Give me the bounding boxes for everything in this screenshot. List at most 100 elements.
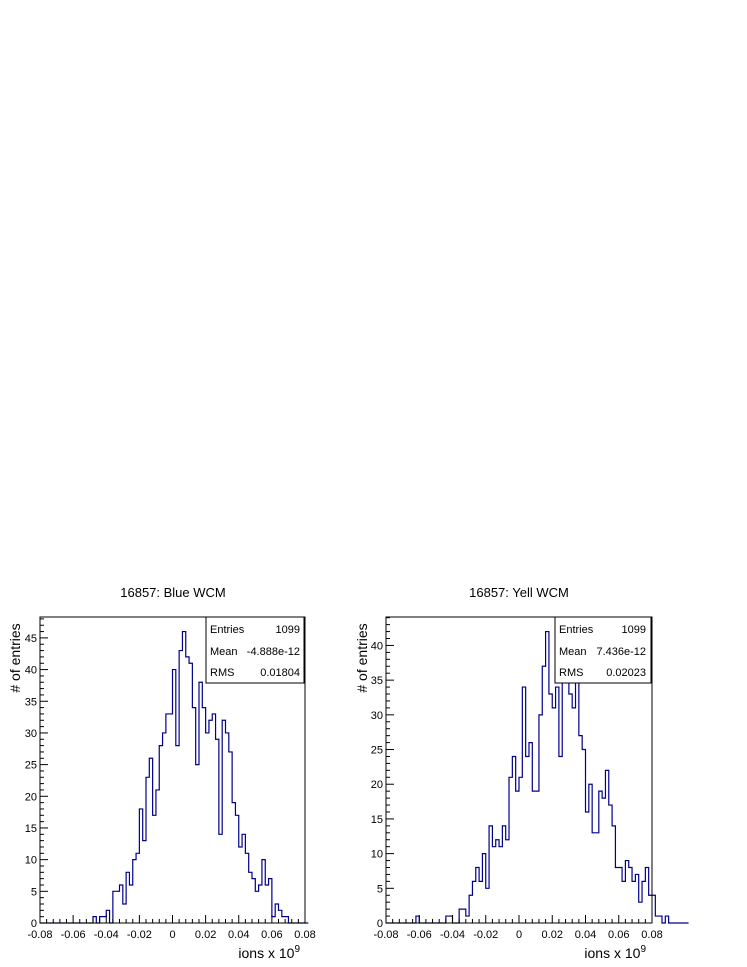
histogram-bin — [166, 714, 169, 923]
histogram-bin — [219, 834, 222, 923]
y-tick-label: 0 — [377, 918, 383, 930]
y-tick-label: 20 — [25, 791, 37, 803]
stats-rms-label: RMS — [210, 667, 234, 679]
x-tick-label: 0 — [516, 929, 522, 941]
x-tick-label: -0.06 — [61, 929, 86, 941]
histogram-bin — [239, 847, 242, 923]
y-tick-label: 5 — [377, 883, 383, 895]
histogram-bin — [615, 867, 618, 923]
histogram-bin — [143, 841, 146, 923]
histogram-bin — [163, 733, 166, 923]
stats-entries-value: 1099 — [276, 624, 300, 636]
x-axis-label: ions x 109 — [584, 944, 646, 961]
x-tick-label: -0.08 — [373, 929, 398, 941]
x-tick-label: 0.06 — [261, 929, 282, 941]
stats-box: Entries 1099 Mean -4.888e-12 RMS 0.01804 — [205, 616, 305, 684]
histogram-bin — [592, 833, 595, 923]
y-tick-label: 10 — [25, 855, 37, 867]
stats-entries-label: Entries — [559, 624, 594, 636]
histogram-bin — [536, 791, 539, 923]
y-tick-label: 15 — [371, 814, 383, 826]
blue-wcm-histogram: 16857: Blue WCM -0.08 -0.06 -0.04 -0.02 0 0.0… — [7, 585, 316, 961]
histogram-bin — [176, 746, 179, 923]
stats-mean-value: -4.888e-12 — [247, 646, 300, 658]
histogram-outline — [40, 630, 309, 924]
stats-mean-label: Mean — [210, 646, 238, 658]
histogram-bin — [232, 803, 235, 923]
histogram-bin — [129, 885, 132, 923]
y-tick-label: 45 — [25, 633, 37, 645]
x-tick-label: -0.06 — [407, 929, 432, 941]
x-tick-label: 0.02 — [542, 929, 563, 941]
y-tick-label: 0 — [31, 918, 37, 930]
histogram-bin — [549, 694, 552, 923]
histogram-bin — [572, 708, 575, 923]
x-tick-label: 0.08 — [294, 929, 315, 941]
histogram-bin — [516, 791, 519, 923]
x-tick-label: 0.04 — [575, 929, 596, 941]
histogram-bin — [526, 756, 529, 923]
histogram-bin — [506, 840, 509, 923]
x-tick-label: 0.02 — [195, 929, 216, 941]
x-tick-label: -0.02 — [473, 929, 498, 941]
x-tick-label: -0.02 — [127, 929, 152, 941]
histogram-bin — [655, 916, 658, 923]
stats-mean-label: Mean — [559, 646, 587, 658]
histogram-bin — [595, 833, 598, 923]
y-tick-label: 5 — [31, 886, 37, 898]
histogram-bin — [209, 720, 212, 923]
histogram-bin — [479, 881, 482, 923]
y-tick-label: 35 — [25, 696, 37, 708]
histogram-bin — [579, 736, 582, 923]
histogram-bin — [492, 847, 495, 923]
y-tick-label: 20 — [371, 779, 383, 791]
stats-mean-value: 7.436e-12 — [596, 646, 646, 658]
x-tick-label: -0.08 — [27, 929, 52, 941]
histogram-bin — [586, 812, 589, 923]
histogram-bin — [632, 881, 635, 923]
stats-rms-value: 0.02023 — [606, 667, 646, 679]
histogram-bin — [206, 733, 209, 923]
y-tick-label: 15 — [25, 823, 37, 835]
y-tick-label: 40 — [371, 640, 383, 652]
x-tick-label: 0.04 — [228, 929, 249, 941]
histogram-bin — [499, 847, 502, 923]
y-tick-label: 10 — [371, 849, 383, 861]
histogram-bin — [566, 680, 569, 923]
histogram-bin — [559, 756, 562, 923]
y-axis-label: # of entries — [354, 623, 370, 692]
stats-entries-value: 1099 — [622, 624, 646, 636]
x-axis-label: ions x 109 — [238, 944, 300, 961]
histogram-bin — [602, 798, 605, 923]
stats-box: Entries 1099 Mean 7.436e-12 RMS 0.02023 — [554, 616, 652, 684]
chart-title: 16857: Blue WCM — [120, 585, 226, 600]
chart-title: 16857: Yell WCM — [469, 585, 569, 600]
histogram-bin — [569, 694, 572, 923]
histogram-bin — [169, 714, 172, 923]
histogram-bin — [182, 632, 185, 923]
histogram-bin — [265, 885, 268, 923]
y-tick-label: 25 — [25, 760, 37, 772]
y-tick-label: 25 — [371, 745, 383, 757]
histogram-bin — [622, 881, 625, 923]
y-tick-label: 35 — [371, 675, 383, 687]
histogram-bin — [202, 708, 205, 923]
histogram-bin — [226, 733, 229, 923]
histogram-bin — [249, 872, 252, 923]
yell-wcm-histogram: 16857: Yell WCM -0.08 -0.06 -0.04 -0.02 0 0.0… — [354, 585, 689, 961]
y-tick-label: 40 — [25, 665, 37, 677]
histogram-bin — [153, 815, 156, 923]
x-tick-label: 0.06 — [608, 929, 629, 941]
stats-rms-label: RMS — [559, 667, 583, 679]
x-tick-label: 0.08 — [641, 929, 662, 941]
histogram-bin — [496, 840, 499, 923]
stats-entries-label: Entries — [210, 624, 245, 636]
histogram-bin — [212, 714, 215, 923]
y-tick-label: 30 — [371, 710, 383, 722]
histogram-bin — [186, 657, 189, 923]
y-axis-label: # of entries — [7, 623, 23, 692]
histogram-bin — [116, 891, 119, 923]
stats-rms-value: 0.01804 — [260, 667, 300, 679]
x-tick-label: -0.04 — [440, 929, 465, 941]
